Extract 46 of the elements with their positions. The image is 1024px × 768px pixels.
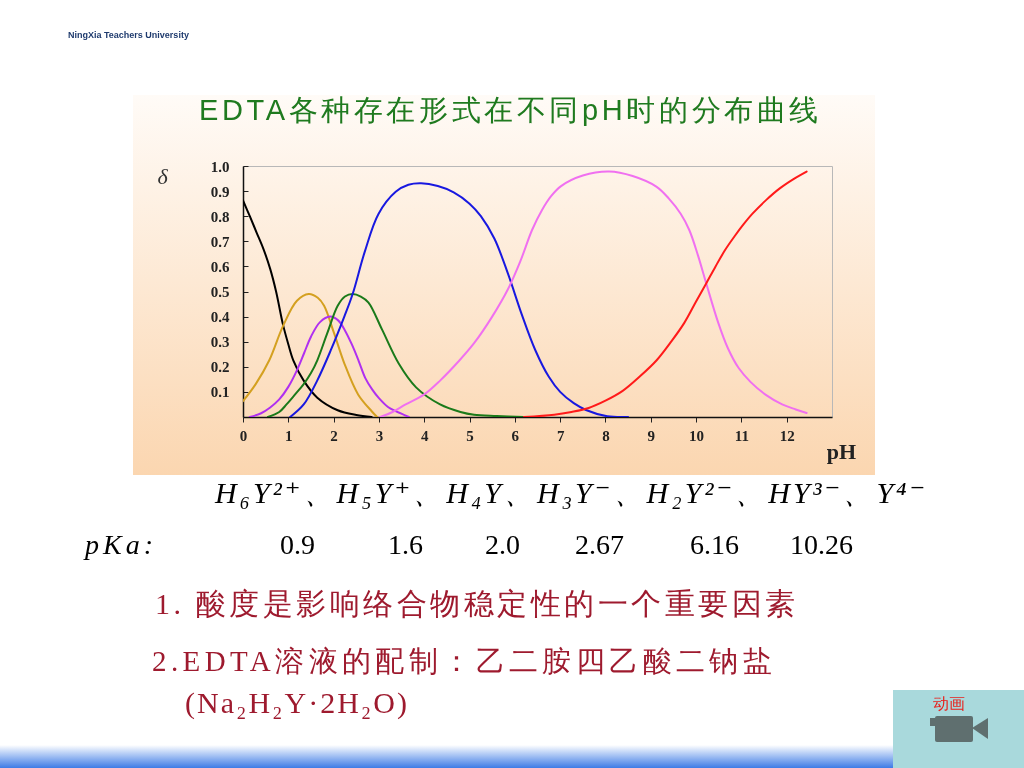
text: 2.EDTA溶液的配制：乙二胺四乙酸二钠盐 [152,645,777,677]
x-tick-label: 7 [556,427,565,444]
text: H₆Y²⁺、H₅Y⁺、H₄Y、H₃Y⁻、H₂Y²⁻、HY³⁻、Y⁴⁻ [215,476,929,509]
x-tick-label: 0 [239,427,248,444]
text: NingXia Teachers University [68,30,189,40]
x-tick-label: 1 [285,427,293,444]
line-series [289,182,630,417]
text: 动画 [933,695,965,712]
text: 0.9 [280,529,315,560]
line-series [243,199,373,417]
y-tick-label: 0.5 [210,284,230,300]
y-tick-label: 0.1 [210,384,230,401]
line-series [248,315,410,417]
x-tick-label: 10 [689,427,705,444]
line-series [266,293,525,417]
chart-title: EDTA各种存在形式在不同pH时的分布曲线 [199,94,822,126]
x-tick-label: 6 [511,427,520,444]
text: pKa: [85,529,157,560]
y-tick-label: 0.4 [210,309,230,326]
x-tick-label: 4 [420,427,429,444]
y-axis-title: δ [157,163,169,189]
line-series [379,170,808,417]
y-tick-label: 0.9 [210,183,230,200]
line-series [243,293,379,417]
x-tick-label: 5 [466,427,474,444]
x-tick-label: 8 [602,427,610,444]
text: (Na₂H₂Y·2H₂O) [185,686,409,719]
y-tick-label: 1.0 [210,158,230,175]
x-tick-label: 9 [647,427,656,444]
text: 10.26 [790,529,853,560]
text: 6.16 [690,529,739,560]
text: 2.67 [575,529,624,560]
y-tick-label: 0.2 [210,359,230,376]
text: 1.6 [388,529,423,560]
x-tick-label: 2 [330,427,338,444]
y-tick-label: 0.8 [210,208,230,225]
y-tick-label: 0.7 [210,233,230,250]
x-tick-label: 3 [375,427,384,444]
line-series [522,170,808,417]
x-tick-label: 11 [734,427,749,444]
text: 1. 酸度是影响络合物稳定性的一个重要因素 [155,587,799,620]
y-tick-label: 0.3 [210,334,230,351]
text: 2.0 [485,529,520,560]
x-axis-title: pH [826,438,857,464]
x-tick-label: 12 [779,427,795,444]
y-tick-label: 0.6 [210,258,230,275]
